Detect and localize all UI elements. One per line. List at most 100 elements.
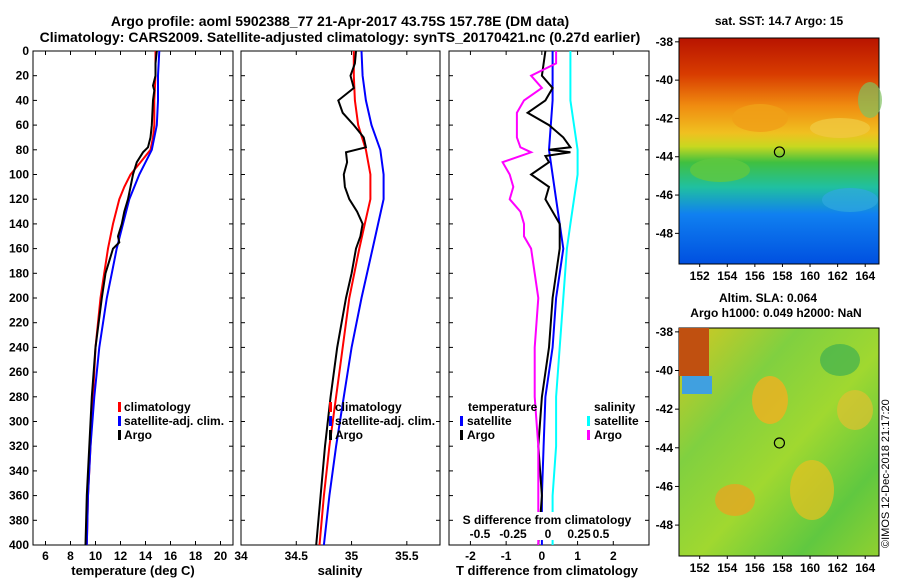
- x-tick-label: 0: [539, 549, 546, 563]
- x-tick-label: 10: [89, 549, 103, 563]
- depth-tick-label: 400: [9, 538, 29, 552]
- lat-tick-label: -38: [656, 325, 674, 339]
- sst-texture: [690, 82, 882, 212]
- legend-t-argo-label: Argo: [467, 428, 495, 442]
- lat-tick-label: -48: [656, 226, 674, 240]
- lon-tick-label: 162: [828, 269, 848, 283]
- lon-tick-label: 156: [745, 561, 765, 575]
- legend-climatology-label: climatology: [335, 400, 402, 414]
- s-tick: -0.5: [470, 527, 491, 541]
- sst-lon-axis: 152 154 156 158 160 162 164: [690, 264, 876, 283]
- x-tick-label: 34.5: [285, 549, 309, 563]
- sla-title-line1: Altim. SLA: 0.064: [719, 291, 817, 305]
- legend-climatology-swatch: [329, 402, 332, 412]
- sla-title-line2: Argo h1000: 0.049 h2000: NaN: [690, 306, 861, 320]
- s-tick: 0.5: [593, 527, 610, 541]
- lat-tick-label: -38: [656, 35, 674, 49]
- x-tick-label: 1: [574, 549, 581, 563]
- legend-satellite-label: satellite-adj. clim.: [124, 414, 224, 428]
- lat-tick-label: -40: [656, 364, 674, 378]
- salinity-xlabel: salinity: [318, 563, 364, 578]
- lat-tick-label: -42: [656, 402, 674, 416]
- legend-argo-label: Argo: [124, 428, 152, 442]
- depth-tick-label: 40: [16, 93, 30, 107]
- x-tick-label: 2: [610, 549, 617, 563]
- legend-s-satellite-label: satellite: [594, 414, 639, 428]
- sst-cool-patch: [822, 188, 878, 212]
- temperature-xlabel: temperature (deg C): [71, 563, 195, 578]
- legend-argo-swatch: [118, 430, 121, 440]
- x-tick-label: 34: [234, 549, 248, 563]
- depth-tick-label: 80: [16, 143, 30, 157]
- x-tick-label: 35.5: [395, 549, 419, 563]
- depth-tick-label: 260: [9, 365, 29, 379]
- lat-tick-label: -44: [656, 441, 674, 455]
- s-tick: 0: [545, 527, 552, 541]
- depth-tick-label: 180: [9, 266, 29, 280]
- depth-tick-label: 20: [16, 69, 30, 83]
- depth-tick-label: 280: [9, 390, 29, 404]
- s-axis-box: [452, 512, 646, 540]
- temperature-panel: 0 20 40 60 80 100 120 140 160 180 200 220 240 260 280 3…: [9, 44, 234, 578]
- depth-tick-label: 120: [9, 192, 29, 206]
- lon-tick-label: 158: [772, 269, 792, 283]
- depth-tick-label: 300: [9, 415, 29, 429]
- salinity-axes-frame: [240, 50, 441, 546]
- depth-tick-label: 360: [9, 489, 29, 503]
- plot-title-line1: Argo profile: aoml 5902388_77 21-Apr-201…: [110, 13, 570, 29]
- depth-tick-label: 100: [9, 168, 29, 182]
- argo-location-marker: [773, 146, 786, 158]
- difference-legend-temperature: temperature satellite Argo: [460, 400, 538, 442]
- depth-axis: 0 20 40 60 80 100 120 140 160 180 200 220 240 260 280 3…: [9, 44, 37, 552]
- sla-lon-axis: 152 154 156 158 160 162 164: [690, 556, 876, 575]
- argo-location-marker: [773, 437, 786, 449]
- lon-tick-label: 160: [800, 561, 820, 575]
- sla-lat-axis: -38 -40 -42 -44 -46 -48: [656, 325, 679, 532]
- lon-tick-label: 152: [690, 269, 710, 283]
- series-line-salinity-argo: [501, 51, 558, 545]
- legend-t-argo-swatch: [460, 430, 463, 440]
- sst-warm-patch: [810, 118, 870, 138]
- sst-title: sat. SST: 14.7 Argo: 15: [715, 14, 844, 28]
- x-tick-label: 35: [345, 549, 359, 563]
- lat-tick-label: -48: [656, 518, 674, 532]
- x-tick-label: 16: [164, 549, 178, 563]
- lat-tick-label: -40: [656, 73, 674, 87]
- temperature-legend: climatology satellite-adj. clim. Argo: [118, 400, 224, 442]
- sst-map: -38 -40 -42 -44 -46 -48 152 154 156 158 160 162 164…: [656, 14, 882, 283]
- sst-field: [678, 37, 880, 265]
- temperature-x-axis: 6 8 10 12 14 16 18 20: [42, 51, 227, 563]
- sla-map: -38 -40 -42 -44 -46 -48 152 154 156 158 160 162 164…: [656, 291, 880, 575]
- s-tick: 0.25: [567, 527, 591, 541]
- series-line-argo: [84, 50, 158, 546]
- sla-texture: [679, 328, 873, 520]
- sla-low-patch: [682, 376, 712, 394]
- x-tick-label: -2: [465, 549, 476, 563]
- lon-tick-label: 156: [745, 269, 765, 283]
- legend-satellite-swatch: [329, 416, 332, 426]
- legend-temperature-title: temperature: [468, 400, 538, 414]
- x-tick-label: 12: [114, 549, 128, 563]
- series-line-temperature-argo: [525, 50, 573, 546]
- sst-cool-patch: [690, 158, 750, 182]
- x-tick-label: 20: [214, 549, 228, 563]
- lon-tick-label: 162: [828, 561, 848, 575]
- series-line-temperature-satellite: [540, 51, 565, 545]
- legend-salinity-title: salinity: [594, 400, 636, 414]
- legend-satellite-swatch: [118, 416, 121, 426]
- depth-tick-label: 340: [9, 464, 29, 478]
- x-tick-label: 6: [42, 549, 49, 563]
- difference-series: [501, 50, 579, 546]
- legend-s-argo-label: Argo: [594, 428, 622, 442]
- depth-tick-label: 220: [9, 316, 29, 330]
- depth-tick-label: 240: [9, 340, 29, 354]
- lon-tick-label: 160: [800, 269, 820, 283]
- salinity-x-axis: 34 34.5 35 35.5: [234, 51, 419, 563]
- sla-high-patch: [752, 376, 788, 424]
- series-line-satellite-adj-clim-: [322, 50, 385, 546]
- depth-tick-label: 380: [9, 513, 29, 527]
- series-line-climatology: [318, 51, 372, 546]
- salinity-legend: climatology satellite-adj. clim. Argo: [329, 400, 435, 442]
- difference-panel: -2 -1 0 1 2 T difference from climatology S …: [448, 50, 650, 578]
